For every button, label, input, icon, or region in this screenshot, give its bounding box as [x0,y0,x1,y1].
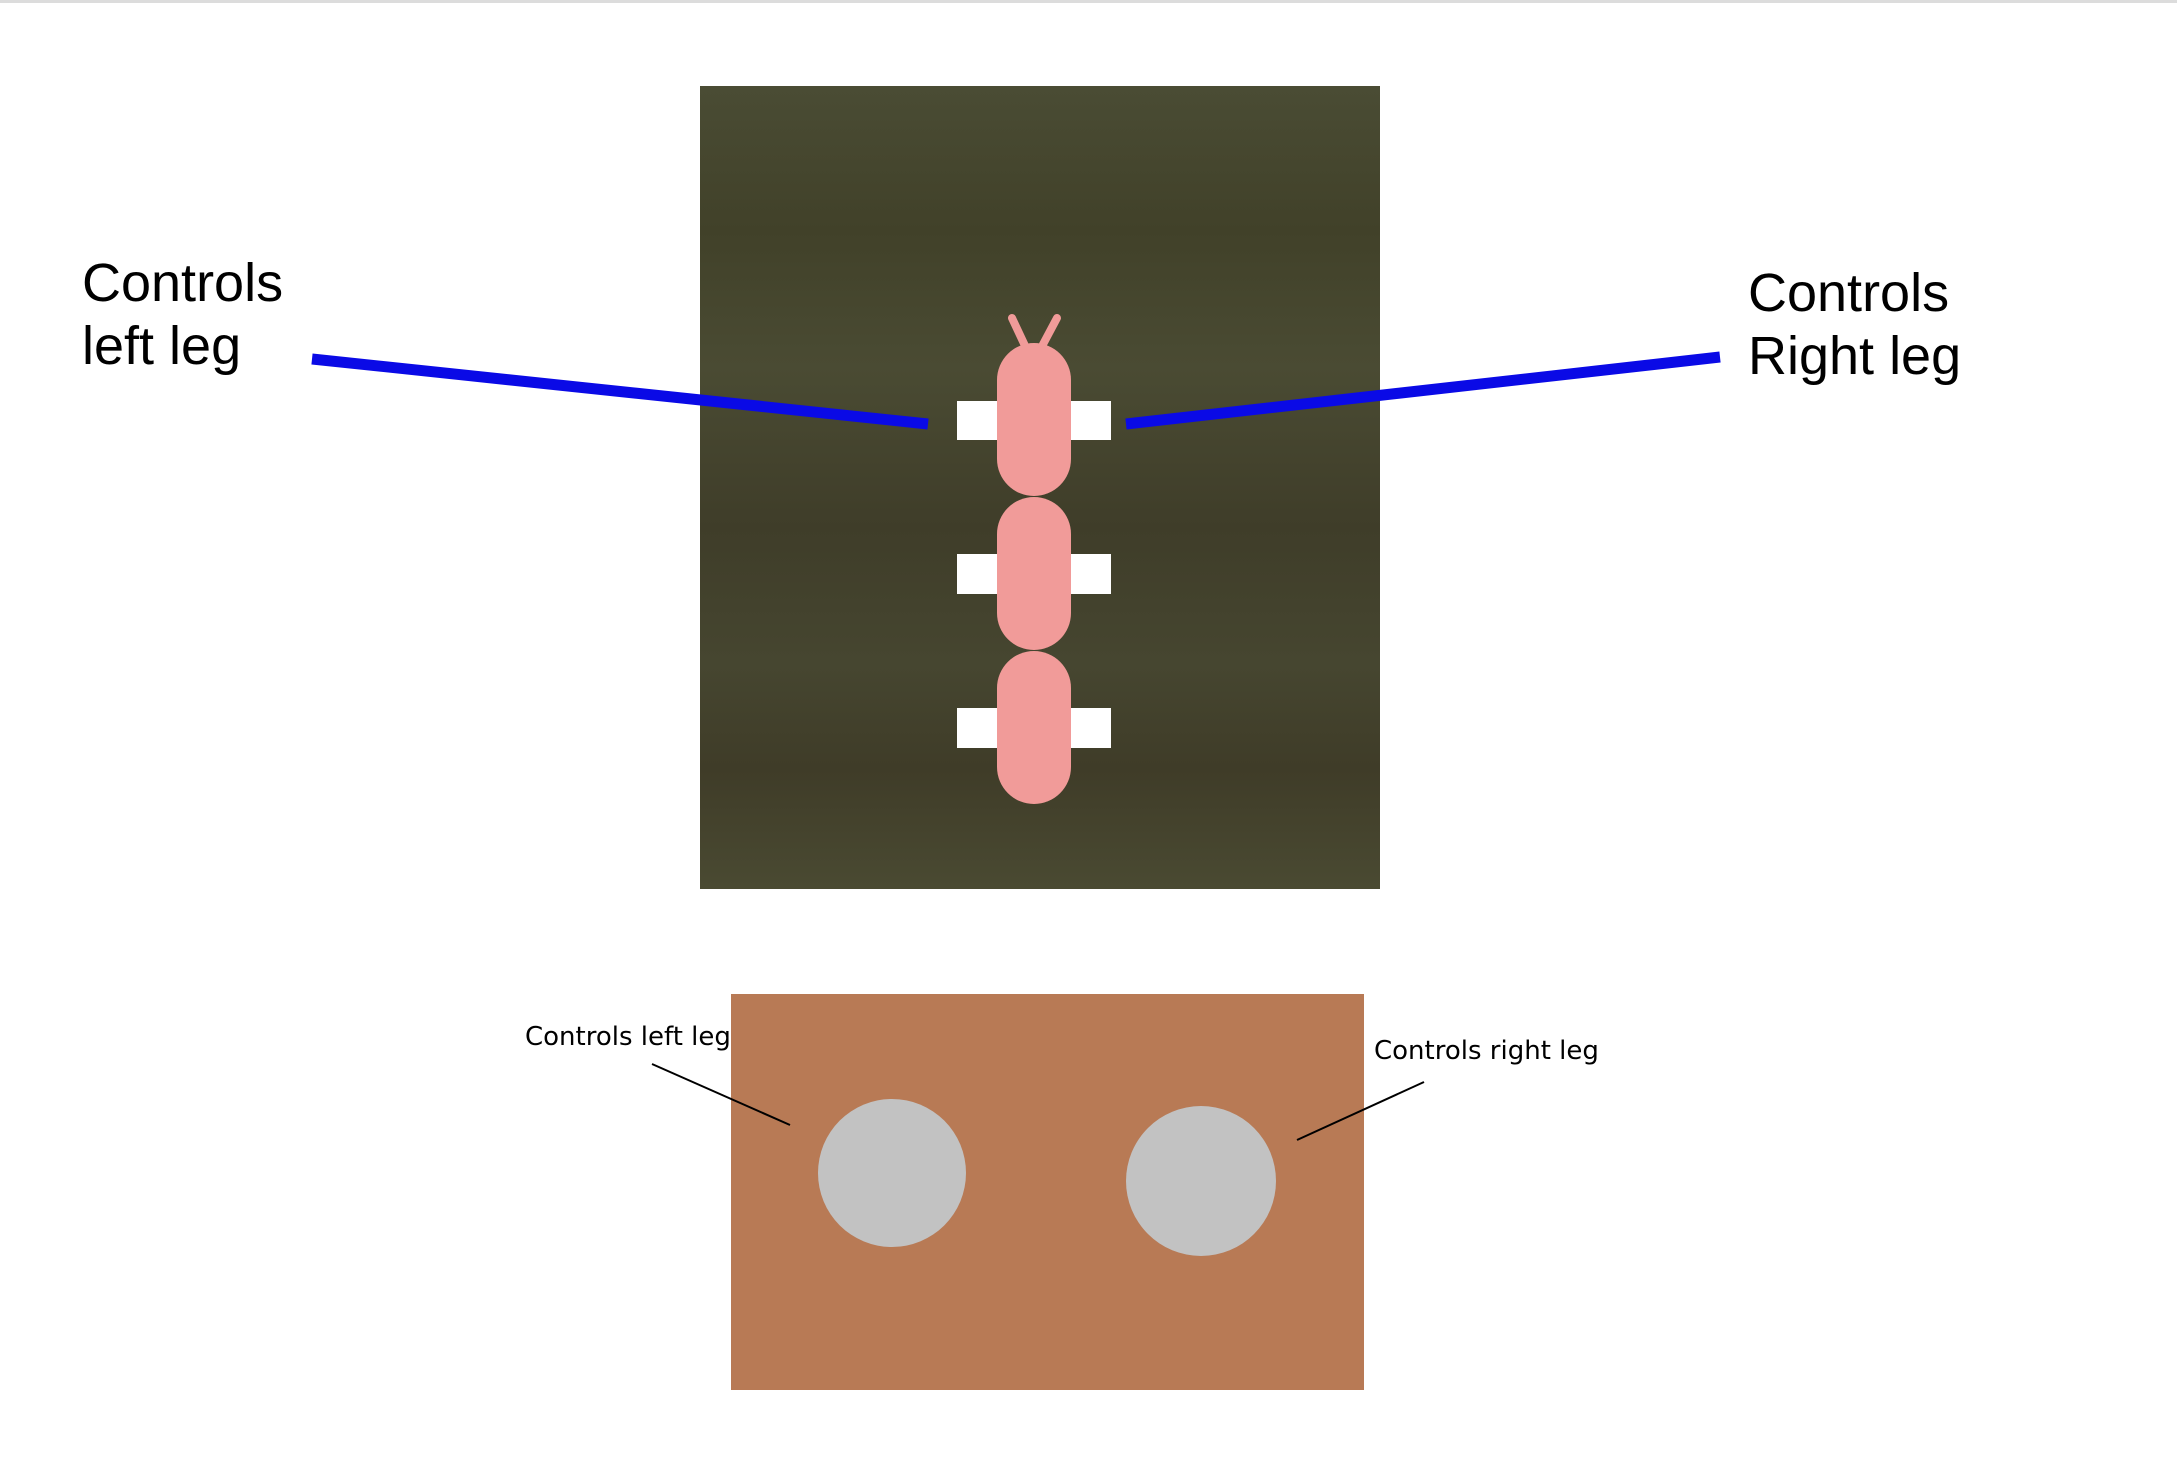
leg-left-1 [957,401,997,440]
left-button-pointer-line [651,1063,791,1126]
leg-left-3 [957,708,997,748]
right-leg-label: Controls Right leg [1748,263,1962,386]
leg-left-2 [957,554,997,594]
left-leg-button[interactable] [818,1099,966,1247]
leg-right-1 [1071,401,1111,440]
left-button-label: Controls left leg [525,1022,731,1052]
body-segment-2 [997,497,1071,650]
creature [957,314,1111,804]
right-button-label: Controls right leg [1374,1036,1599,1066]
body-segment-1 [997,343,1071,496]
left-leg-label: Controls left leg [82,253,284,376]
right-leg-pointer-line [1125,351,1721,430]
body-segment-3 [997,651,1071,804]
leg-right-3 [1071,708,1111,748]
top-border [0,0,2177,3]
left-leg-pointer-line [311,353,929,430]
leg-right-2 [1071,554,1111,594]
right-leg-button[interactable] [1126,1106,1276,1256]
right-button-pointer-line [1296,1081,1425,1141]
